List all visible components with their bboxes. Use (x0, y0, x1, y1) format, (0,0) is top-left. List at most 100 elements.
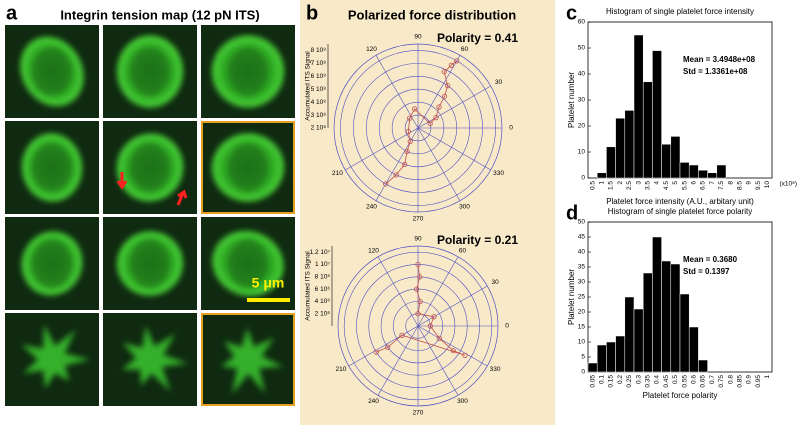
bar (587, 362, 598, 373)
cell (21, 324, 90, 389)
x-tick-label: 0.15 (608, 375, 615, 388)
axis-title: Platelet force polarity (643, 391, 718, 400)
x-tick-label: 0.4 (654, 375, 661, 384)
r-tick-label: 4 10⁶ (315, 298, 331, 305)
x-tick-label: 0.5 (672, 375, 679, 384)
r-tick-label: 6 10⁸ (311, 73, 327, 80)
x-tick-label: 0.2 (617, 375, 624, 384)
axis-title: Platelet number (567, 269, 576, 325)
bar (606, 341, 616, 373)
y-tick-label: 25 (578, 294, 586, 301)
bar (652, 50, 662, 179)
theta-tick-label: 60 (459, 247, 467, 254)
bar (716, 164, 727, 179)
x-tick-label: 2.5 (626, 181, 633, 190)
bar (615, 335, 626, 373)
theta-tick-label: 270 (413, 216, 424, 223)
data-point (441, 93, 448, 99)
y-tick-label: 40 (578, 249, 586, 256)
bar (661, 260, 672, 373)
x-tick-label: 0.8 (727, 375, 734, 384)
theta-tick-label: 90 (414, 236, 422, 243)
chart-title: Histogram of single platelet force polar… (608, 207, 753, 216)
bar (642, 272, 653, 373)
x-tick-label: 0.45 (663, 375, 670, 388)
y-tick-label: 60 (578, 19, 586, 26)
x-tick-label: 7.5 (718, 181, 725, 190)
axis-title: Platelet force intensity (A.U., arbitary… (606, 197, 754, 206)
x-tick-label: 0.3 (635, 375, 642, 384)
x-tick-label: 8 (727, 181, 734, 185)
theta-tick-label: 0 (509, 125, 513, 132)
bar (652, 236, 662, 373)
grid-spoke (417, 325, 488, 367)
theta-tick-label: 120 (368, 247, 379, 254)
data-point (399, 332, 405, 338)
theta-tick-label: 210 (335, 366, 346, 373)
x-tick-label: 0.5 (589, 181, 596, 190)
r-tick-label: 6 10⁶ (315, 286, 331, 293)
x-tick-label: 0.85 (737, 375, 744, 388)
data-point (448, 62, 454, 68)
data-point (385, 344, 391, 350)
data-point (462, 352, 468, 358)
bar (698, 359, 708, 373)
theta-tick-label: 240 (368, 398, 379, 405)
panel-label: b (306, 2, 318, 24)
x-tick-label: 8.5 (737, 181, 744, 190)
axis-unit: (x10⁸) (779, 181, 797, 188)
bar (661, 143, 672, 179)
cell-core (130, 47, 170, 96)
y-tick-label: 50 (578, 219, 586, 226)
y-tick-label: 0 (581, 369, 585, 376)
bar (679, 293, 690, 373)
data-point (405, 128, 411, 135)
panel-label: a (6, 2, 18, 24)
data-point (407, 115, 413, 121)
bar (688, 326, 699, 373)
cell-core (228, 239, 268, 288)
bar (698, 169, 708, 179)
data-point (427, 323, 433, 329)
bar (596, 344, 607, 373)
cell-core (130, 143, 170, 192)
theta-tick-label: 300 (457, 398, 468, 405)
data-point (436, 335, 442, 341)
cell (121, 325, 188, 392)
x-tick-label: 0.1 (599, 375, 606, 384)
data-point (454, 58, 460, 64)
r-tick-label: 7 10⁸ (311, 60, 327, 67)
data-point (441, 69, 447, 75)
annotation: Std = 0.1397 (683, 267, 730, 276)
axis-title: Accumulated ITS Signal (305, 51, 312, 121)
cell (220, 327, 284, 395)
series-line (385, 60, 458, 185)
x-tick-label: 0.65 (700, 375, 707, 388)
panel-b-background (300, 0, 555, 425)
micrographs: 5 μm (5, 25, 295, 406)
r-tick-label: 8 10⁶ (315, 273, 331, 280)
annotation: Std = 1.3361e+08 (683, 67, 748, 76)
cell-core (32, 47, 72, 96)
y-tick-label: 40 (578, 71, 586, 78)
r-tick-label: 2 10⁶ (315, 310, 331, 317)
grid-spoke (348, 325, 419, 367)
theta-tick-label: 120 (366, 46, 377, 53)
x-tick-label: 0.25 (626, 375, 633, 388)
data-point (415, 261, 421, 268)
bar (688, 164, 699, 179)
r-tick-label: 3 10⁸ (311, 112, 327, 119)
cell-core (228, 47, 268, 96)
x-tick-label: 4.5 (663, 181, 670, 190)
data-point (433, 115, 439, 121)
data-point (417, 298, 423, 305)
theta-tick-label: 30 (495, 79, 503, 86)
grid-spoke (417, 285, 488, 327)
annotation: Mean = 0.3680 (683, 255, 738, 264)
data-point (383, 181, 389, 187)
x-tick-label: 5.5 (681, 181, 688, 190)
grid-spoke (377, 325, 419, 396)
x-tick-label: 9 (746, 181, 753, 185)
data-point (393, 172, 399, 178)
